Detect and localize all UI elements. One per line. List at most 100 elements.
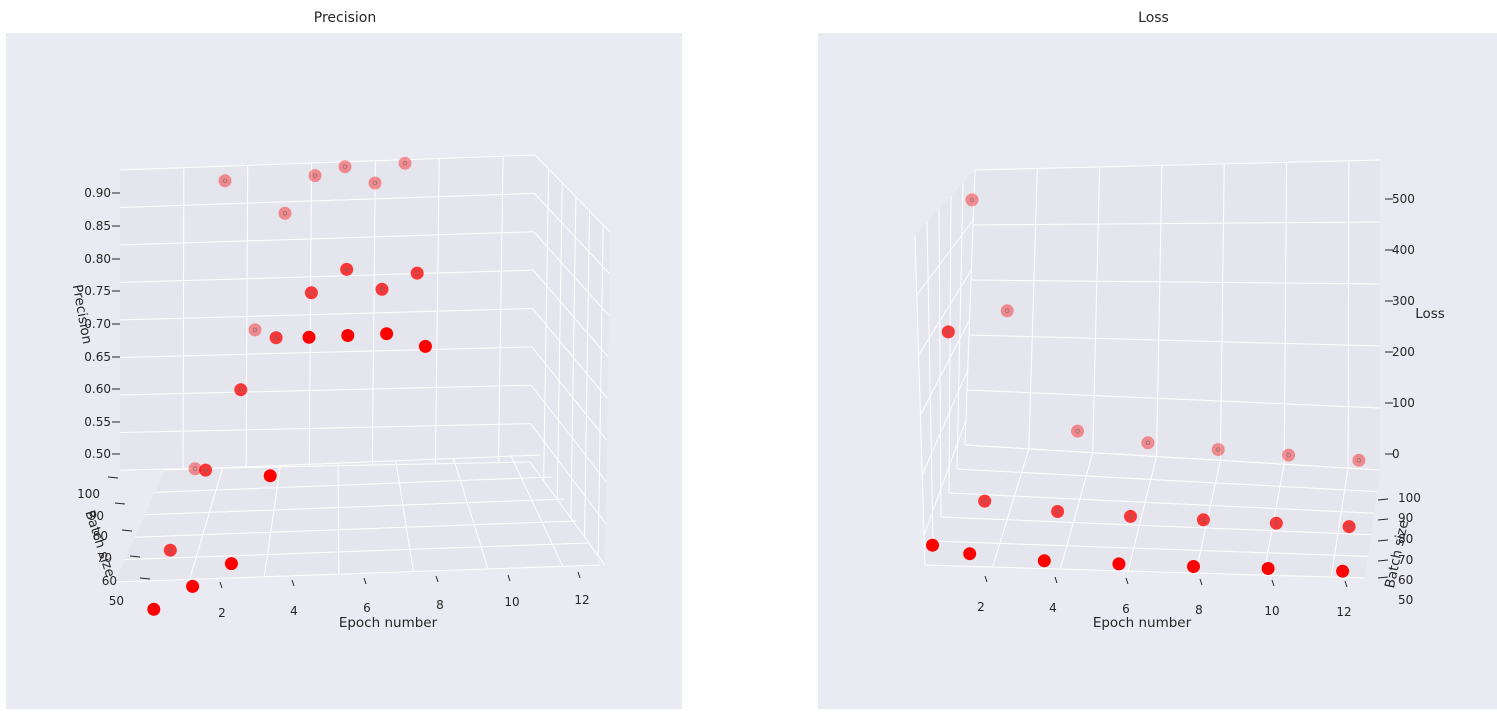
y-tick-label: 80 bbox=[1398, 532, 1413, 546]
side-grid-line bbox=[918, 269, 972, 356]
data-point-marker bbox=[252, 327, 258, 333]
back-grid-line bbox=[119, 269, 534, 283]
chart-title: Loss bbox=[1138, 10, 1169, 26]
data-point bbox=[375, 282, 389, 296]
z-tick-label: 0.90 bbox=[84, 186, 111, 200]
z-tick-label: 0.70 bbox=[84, 317, 111, 331]
loss-3d-scatter: 2 4 6 8 10 12 50 60 70 80 90 100 0 100 200 300 400 500 Epo… bbox=[818, 33, 1497, 709]
x-tick-mark bbox=[1125, 577, 1129, 585]
z-tick-label: 0.75 bbox=[84, 284, 111, 298]
data-point-marker bbox=[282, 211, 288, 216]
side-grid-line bbox=[921, 369, 969, 476]
back-grid-line bbox=[974, 159, 1381, 171]
y-tick-label: 70 bbox=[97, 551, 112, 565]
side-grid-line bbox=[532, 308, 608, 399]
x-tick-mark bbox=[1271, 579, 1275, 587]
y-tick-label: 80 bbox=[93, 529, 108, 543]
data-point bbox=[1282, 448, 1296, 462]
back-grid-line bbox=[119, 192, 535, 208]
data-point-marker bbox=[1128, 514, 1133, 519]
data-point bbox=[965, 193, 979, 207]
bottom-grid-line bbox=[940, 516, 1372, 536]
bottom-grid-line bbox=[992, 448, 1030, 568]
x-tick-label: 8 bbox=[436, 598, 444, 612]
data-point-marker bbox=[1274, 521, 1279, 526]
y-tick-label: 100 bbox=[77, 487, 100, 501]
data-point bbox=[248, 323, 262, 337]
bottom-grid-line bbox=[510, 455, 564, 567]
y-tick-mark bbox=[1377, 576, 1389, 579]
side-pane bbox=[530, 155, 610, 565]
data-point-marker bbox=[1346, 524, 1352, 529]
back-grid-line bbox=[966, 389, 1381, 409]
x-tick-label: 8 bbox=[1195, 603, 1203, 617]
data-point bbox=[926, 538, 939, 552]
y-tick-label: 50 bbox=[1398, 593, 1413, 607]
back-grid-line bbox=[1092, 166, 1101, 453]
y-tick-mark bbox=[129, 555, 141, 558]
data-point bbox=[1124, 509, 1137, 523]
data-point-marker bbox=[415, 270, 420, 276]
tick-marks bbox=[984, 198, 1393, 588]
data-point bbox=[218, 174, 232, 188]
back-grid-line bbox=[1028, 168, 1038, 449]
x-tick-label: 6 bbox=[363, 601, 371, 615]
back-grid-line bbox=[119, 308, 533, 321]
data-point bbox=[410, 266, 424, 280]
back-grid-line bbox=[968, 334, 1381, 347]
data-point bbox=[263, 469, 277, 483]
data-point-marker bbox=[372, 180, 378, 186]
data-point-marker bbox=[222, 178, 228, 183]
data-point bbox=[1261, 562, 1275, 575]
z-axis-label: Loss bbox=[1415, 306, 1445, 322]
data-point-marker bbox=[192, 466, 198, 471]
x-tick-label: 2 bbox=[977, 600, 985, 614]
side-grid-line bbox=[534, 154, 611, 233]
y-tick-label: 90 bbox=[89, 509, 104, 523]
data-point-marker bbox=[1055, 509, 1060, 514]
y-tick-mark bbox=[1377, 539, 1389, 542]
bottom-grid-line bbox=[395, 460, 414, 572]
y-tick-mark bbox=[107, 476, 119, 479]
x-tick-mark bbox=[363, 577, 367, 585]
data-point bbox=[380, 327, 394, 341]
grid-lines bbox=[114, 154, 611, 583]
z-tick-label: 0 bbox=[1392, 447, 1400, 461]
chart-title: Precision bbox=[313, 10, 377, 26]
bottom-grid-line bbox=[1059, 452, 1094, 570]
y-tick-mark bbox=[114, 502, 126, 505]
data-point bbox=[224, 557, 238, 571]
x-tick-mark bbox=[1344, 580, 1348, 588]
data-point bbox=[418, 339, 432, 353]
bottom-grid-line bbox=[924, 564, 1366, 579]
side-grid-line bbox=[920, 319, 970, 416]
z-tick-label: 0.60 bbox=[84, 382, 111, 396]
back-grid-line bbox=[119, 231, 534, 246]
data-point bbox=[302, 330, 316, 344]
data-point bbox=[340, 262, 354, 276]
data-point-marker bbox=[309, 290, 314, 295]
bottom-grid-line bbox=[1127, 456, 1158, 572]
side-grid-line bbox=[534, 193, 610, 274]
data-point-marker bbox=[969, 197, 975, 203]
back-grid-line bbox=[970, 279, 1381, 285]
bottom-grid-line bbox=[134, 520, 577, 538]
x-tick-mark bbox=[577, 571, 581, 579]
data-point-marker bbox=[312, 173, 318, 178]
data-point-marker bbox=[203, 467, 208, 473]
data-point-marker bbox=[344, 267, 349, 272]
data-point bbox=[941, 325, 955, 339]
data-point bbox=[234, 383, 248, 397]
z-tick-label: 400 bbox=[1392, 243, 1415, 257]
back-grid-line bbox=[1347, 160, 1350, 469]
y-tick-mark bbox=[139, 577, 151, 580]
data-point-marker bbox=[1004, 308, 1010, 313]
side-grid-line bbox=[532, 269, 609, 358]
data-point bbox=[1196, 513, 1210, 527]
z-tick-label: 200 bbox=[1392, 345, 1415, 359]
side-grid-line bbox=[529, 461, 606, 566]
x-tick-mark bbox=[291, 579, 295, 587]
y-tick-label: 90 bbox=[1398, 511, 1413, 525]
data-point bbox=[341, 329, 355, 342]
data-point bbox=[1336, 564, 1350, 578]
